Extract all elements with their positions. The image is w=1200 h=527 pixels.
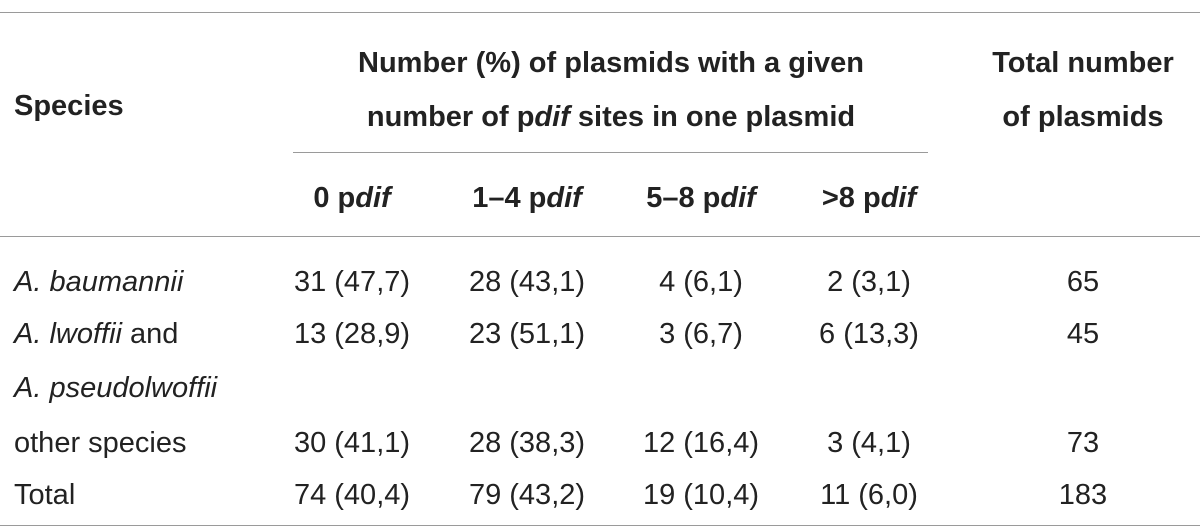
row-4-species-rest: Total [14, 479, 76, 511]
row-1-species-italic: A. lwoffii [14, 318, 122, 350]
row-3-col-0: 30 (41,1) [293, 427, 411, 459]
row-3-species-rest: other species [14, 427, 187, 459]
subheader-2-prefix: 5–8 p [646, 182, 721, 214]
row-0-species-italic: A. baumannii [14, 266, 184, 298]
row-0-col-1: 28 (43,1) [468, 266, 586, 298]
subheader-0-pdif: 0 pdif [313, 182, 390, 214]
total-column-header: Total number of plasmids [992, 36, 1174, 144]
row-0-col-3: 2 (3,1) [827, 266, 911, 298]
subheader-5-8-pdif: 5–8 pdif [646, 182, 756, 214]
row-4-col-3: 11 (6,0) [820, 479, 918, 511]
row-4-species: Total [14, 479, 75, 511]
total-header-line-2: of plasmids [1002, 101, 1164, 133]
row-4-col-2: 19 (10,4) [642, 479, 760, 511]
row-2-species-italic: A. pseudolwoffii [14, 372, 218, 404]
row-3-col-2: 12 (16,4) [642, 427, 760, 459]
group-header-line-1: Number (%) of plasmids with a given [358, 47, 864, 79]
row-1-col-0: 13 (28,9) [293, 318, 411, 350]
row-1-col-1: 23 (51,1) [468, 318, 586, 350]
row-3-total: 73 [1066, 427, 1100, 459]
row-1-species-rest: and [121, 318, 179, 350]
subheader-2-italic: dif [720, 182, 756, 214]
row-1-total: 45 [1066, 318, 1100, 350]
top-rule [0, 12, 1200, 13]
row-4-col-0: 74 (40,4) [293, 479, 411, 511]
group-header-line-2-prefix: number of p [366, 101, 535, 133]
subheader-3-italic: dif [880, 182, 917, 214]
row-1-col-3: 6 (13,3) [819, 318, 919, 350]
subheader-3-prefix: >8 p [821, 182, 881, 214]
row-4-total: 183 [1058, 479, 1108, 511]
bottom-rule [0, 525, 1200, 526]
pdif-group-header: Number (%) of plasmids with a given numb… [358, 36, 864, 144]
subheader-gt8-pdif: >8 pdif [822, 182, 916, 214]
row-0-species: A. baumannii [14, 266, 183, 298]
row-2-species: A. pseudolwoffii [14, 372, 217, 404]
row-0-col-0: 31 (47,7) [293, 266, 411, 298]
row-3-species: other species [14, 427, 187, 459]
group-header-line-2: number of pdif sites in one plasmid [358, 90, 864, 144]
row-4-col-1: 79 (43,2) [468, 479, 586, 511]
subheader-1-4-pdif: 1–4 pdif [472, 182, 582, 214]
group-header-line-2-italic: dif [534, 101, 570, 133]
row-1-species: A. lwoffii and [14, 318, 178, 350]
subheader-1-prefix: 1–4 p [472, 182, 547, 214]
subheader-0-prefix: 0 p [313, 182, 356, 214]
row-3-col-1: 28 (38,3) [468, 427, 586, 459]
group-header-line-2-suffix: sites in one plasmid [569, 101, 856, 133]
row-1-col-2: 3 (6,7) [659, 318, 743, 350]
group-header-rule [293, 152, 928, 153]
row-0-col-2: 4 (6,1) [659, 266, 743, 298]
subheader-1-italic: dif [546, 182, 582, 214]
species-column-header: Species [14, 90, 124, 122]
total-header-line-1: Total number [992, 47, 1174, 79]
row-0-total: 65 [1066, 266, 1100, 298]
header-rule [0, 236, 1200, 237]
row-3-col-3: 3 (4,1) [827, 427, 911, 459]
subheader-0-italic: dif [355, 182, 391, 214]
